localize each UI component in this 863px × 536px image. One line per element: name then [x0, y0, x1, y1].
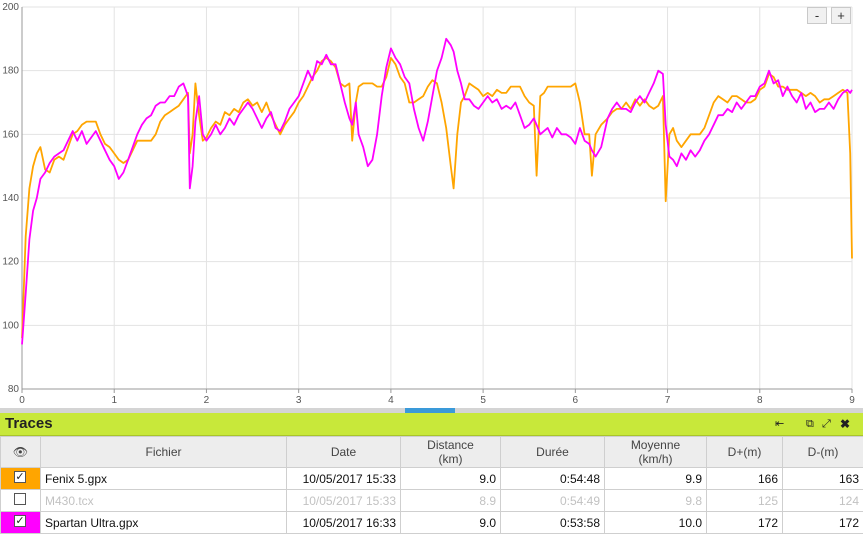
- dminus-cell: 163: [782, 467, 863, 490]
- table-header-row: 👁 Fichier Date Distance (km) Durée Moyenn…: [0, 436, 863, 468]
- visibility-checkbox[interactable]: ✓: [14, 471, 26, 483]
- column-header-file[interactable]: Fichier: [40, 436, 287, 468]
- column-header-dminus[interactable]: D-(m): [782, 436, 863, 468]
- header-unit: (km): [438, 452, 463, 466]
- maximize-icon[interactable]: ⤢: [822, 418, 831, 430]
- duration-cell: 0:53:58: [500, 511, 605, 534]
- x-tick-label: 3: [296, 395, 302, 406]
- duration-cell: 0:54:49: [500, 489, 605, 512]
- average-cell: 10.0: [604, 511, 707, 534]
- column-header-date[interactable]: Date: [286, 436, 401, 468]
- table-row[interactable]: M430.tcx 10/05/2017 15:33 8.9 0:54:49 9.…: [0, 489, 863, 512]
- date-cell: 10/05/2017 15:33: [286, 467, 401, 490]
- traces-panel-header: Traces ⇤ ⧉ ⤢ ✖: [0, 413, 863, 436]
- x-tick-label: 6: [573, 395, 579, 406]
- file-cell: Spartan Ultra.gpx: [40, 511, 287, 534]
- row-color-cell: ✓: [0, 467, 41, 490]
- y-tick-label: 200: [2, 2, 19, 13]
- average-cell: 9.8: [604, 489, 707, 512]
- visibility-checkbox[interactable]: [14, 493, 26, 505]
- date-cell: 10/05/2017 16:33: [286, 511, 401, 534]
- traces-panel: Traces ⇤ ⧉ ⤢ ✖ 👁 Fichier Date Distance (k…: [0, 413, 863, 536]
- column-header-dplus[interactable]: D+(m): [706, 436, 783, 468]
- table-row[interactable]: ✓ Fenix 5.gpx 10/05/2017 15:33 9.0 0:54:…: [0, 467, 863, 490]
- header-label: Moyenne: [630, 438, 681, 452]
- close-icon[interactable]: ✖: [840, 417, 851, 431]
- zoom-out-button[interactable]: -: [807, 7, 827, 24]
- header-unit: (km/h): [638, 452, 673, 466]
- date-cell: 10/05/2017 15:33: [286, 489, 401, 512]
- heart-rate-chart[interactable]: 0 1 2 3 4 5 6 7 8 9 80 100 120 140 160 180 200: [0, 0, 863, 408]
- x-tick-label: 4: [388, 395, 394, 406]
- pin-icon[interactable]: ⇤: [775, 418, 785, 430]
- row-color-cell: ✓: [0, 511, 41, 534]
- y-tick-label: 100: [2, 320, 19, 331]
- x-tick-label: 2: [204, 395, 210, 406]
- panel-splitter[interactable]: [0, 408, 863, 413]
- duration-cell: 0:54:48: [500, 467, 605, 490]
- distance-cell: 9.0: [400, 467, 501, 490]
- file-cell: M430.tcx: [40, 489, 287, 512]
- dminus-cell: 124: [782, 489, 863, 512]
- average-cell: 9.9: [604, 467, 707, 490]
- traces-table: 👁 Fichier Date Distance (km) Durée Moyenn…: [0, 436, 863, 534]
- y-tick-label: 140: [2, 193, 19, 204]
- eye-icon: 👁: [12, 445, 29, 459]
- zoom-in-button[interactable]: +: [831, 7, 851, 24]
- panel-title: Traces: [5, 415, 53, 432]
- header-label: Distance: [427, 438, 474, 452]
- y-tick-label: 160: [2, 129, 19, 140]
- series-line: [21, 57, 853, 339]
- x-tick-label: 8: [757, 395, 763, 406]
- row-color-cell: [0, 489, 41, 512]
- dplus-cell: 125: [706, 489, 783, 512]
- restore-icon[interactable]: ⧉: [806, 418, 814, 430]
- splitter-handle[interactable]: [405, 408, 455, 413]
- dplus-cell: 166: [706, 467, 783, 490]
- file-cell: Fenix 5.gpx: [40, 467, 287, 490]
- dminus-cell: 172: [782, 511, 863, 534]
- x-tick-label: 0: [19, 395, 25, 406]
- distance-cell: 9.0: [400, 511, 501, 534]
- column-header-distance[interactable]: Distance (km): [400, 436, 501, 468]
- x-tick-label: 5: [480, 395, 486, 406]
- series-line: [21, 37, 853, 345]
- y-tick-label: 180: [2, 66, 19, 77]
- column-header-average[interactable]: Moyenne (km/h): [604, 436, 707, 468]
- y-tick-label: 120: [2, 257, 19, 268]
- distance-cell: 8.9: [400, 489, 501, 512]
- table-row[interactable]: ✓ Spartan Ultra.gpx 10/05/2017 16:33 9.0…: [0, 511, 863, 534]
- x-tick-label: 9: [849, 395, 855, 406]
- y-tick-label: 80: [8, 384, 20, 395]
- x-tick-label: 7: [665, 395, 671, 406]
- dplus-cell: 172: [706, 511, 783, 534]
- visibility-checkbox[interactable]: ✓: [14, 515, 26, 527]
- visibility-column-header[interactable]: 👁: [0, 436, 41, 468]
- x-tick-label: 1: [111, 395, 117, 406]
- column-header-duration[interactable]: Durée: [500, 436, 605, 468]
